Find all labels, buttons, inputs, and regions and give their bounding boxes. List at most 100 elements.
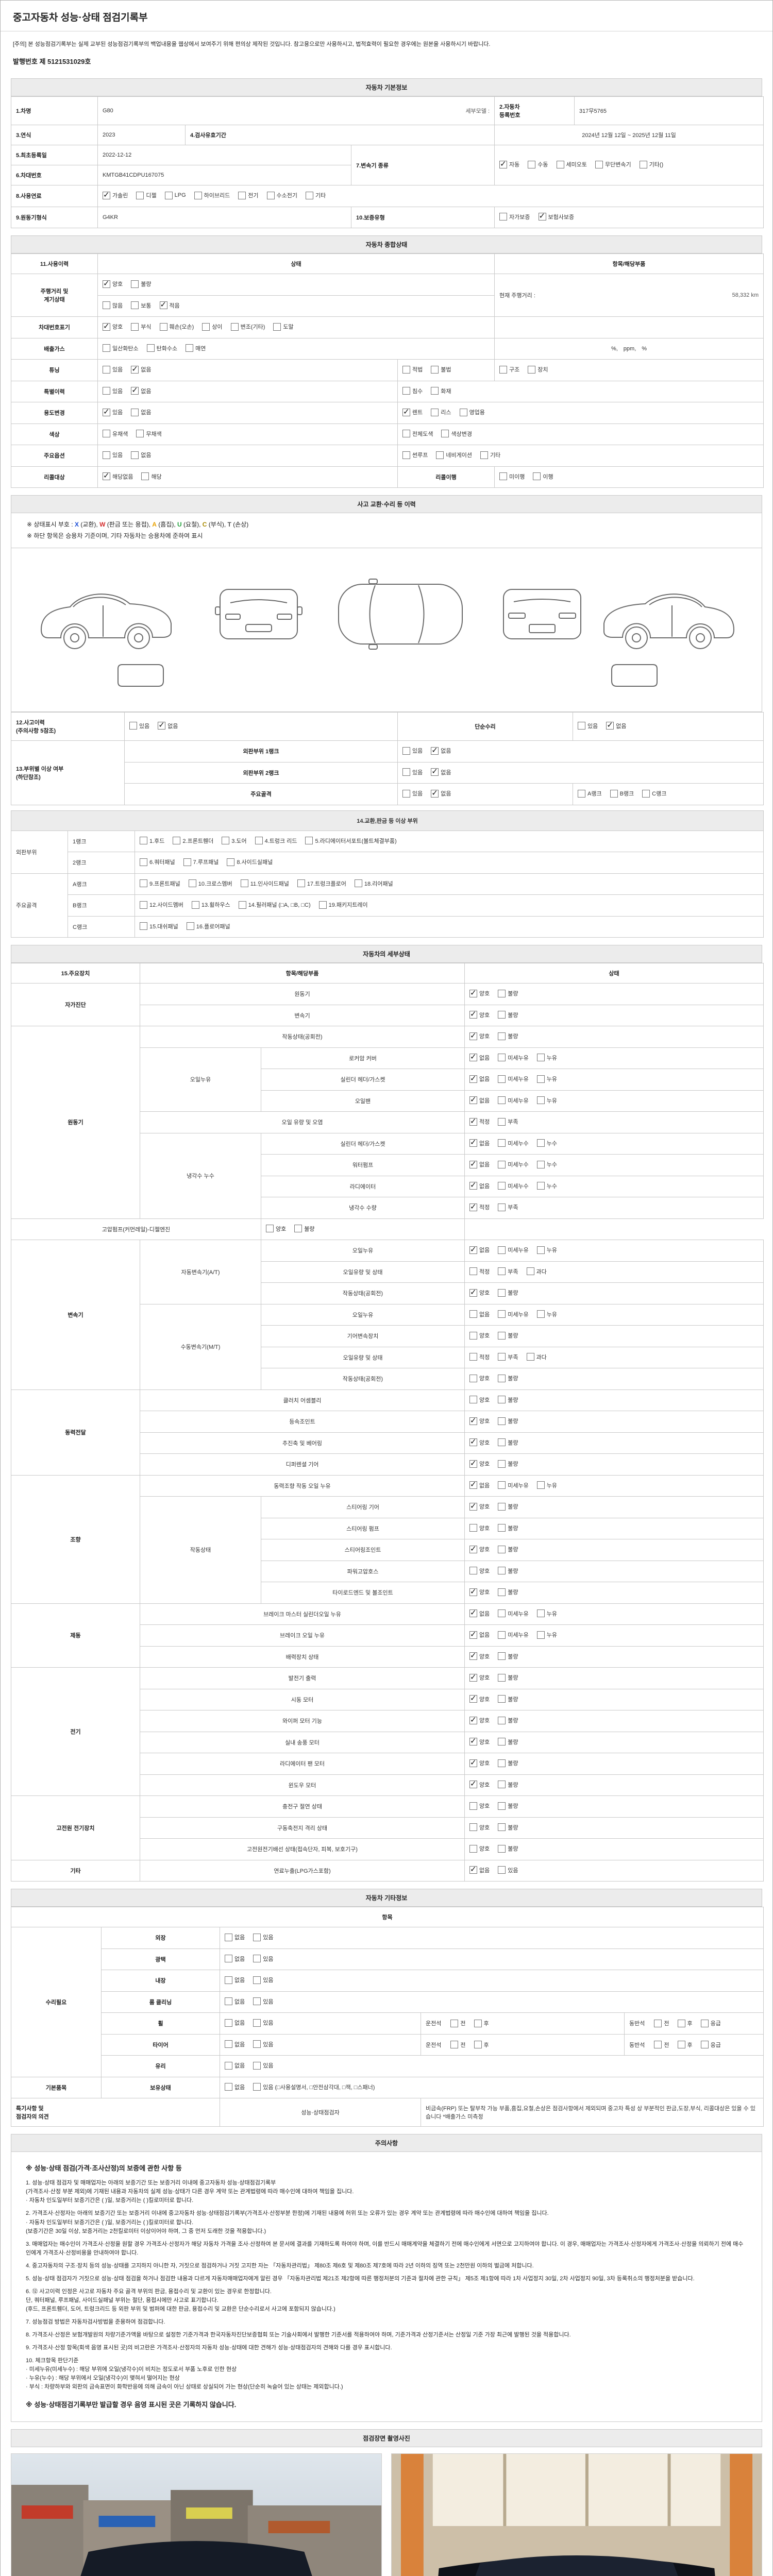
checkbox[interactable] (131, 385, 139, 395)
checkbox[interactable] (402, 365, 410, 374)
checkbox[interactable] (305, 837, 313, 845)
checkbox[interactable] (469, 1608, 477, 1618)
checkbox[interactable] (556, 160, 564, 168)
checkbox[interactable] (103, 365, 110, 374)
checkbox[interactable] (536, 1160, 545, 1168)
checkbox[interactable] (469, 1310, 477, 1318)
checkbox[interactable] (318, 901, 327, 909)
checkbox[interactable] (103, 407, 110, 416)
checkbox[interactable] (469, 1544, 477, 1553)
checkbox[interactable] (536, 1075, 545, 1083)
checkbox[interactable] (654, 2019, 662, 2027)
checkbox[interactable] (499, 365, 508, 374)
checkbox[interactable] (498, 1182, 506, 1190)
checkbox[interactable] (606, 720, 614, 730)
checkbox[interactable] (131, 364, 139, 374)
checkbox[interactable] (431, 788, 439, 798)
checkbox[interactable] (474, 2041, 482, 2049)
checkbox[interactable] (498, 1075, 506, 1083)
checkbox[interactable] (498, 1481, 506, 1489)
checkbox[interactable] (498, 1353, 506, 1361)
checkbox[interactable] (188, 879, 196, 888)
checkbox[interactable] (103, 344, 110, 352)
checkbox[interactable] (469, 1095, 477, 1105)
checkbox[interactable] (469, 1052, 477, 1062)
checkbox[interactable] (305, 191, 313, 199)
checkbox[interactable] (498, 1631, 506, 1639)
checkbox[interactable] (431, 365, 439, 374)
checkbox[interactable] (498, 1331, 506, 1340)
checkbox[interactable] (431, 408, 439, 416)
checkbox[interactable] (450, 2019, 459, 2027)
checkbox[interactable] (103, 279, 110, 288)
checkbox[interactable] (498, 1310, 506, 1318)
checkbox[interactable] (140, 922, 147, 930)
checkbox[interactable] (255, 837, 263, 845)
checkbox[interactable] (436, 451, 444, 459)
checkbox[interactable] (131, 280, 139, 288)
checkbox[interactable] (227, 858, 235, 866)
checkbox[interactable] (498, 989, 506, 997)
checkbox[interactable] (474, 2019, 482, 2027)
checkbox[interactable] (253, 2040, 261, 2048)
checkbox[interactable] (498, 1267, 506, 1276)
checkbox[interactable] (222, 837, 230, 845)
checkbox[interactable] (146, 344, 155, 352)
checkbox[interactable] (498, 1032, 506, 1040)
checkbox[interactable] (159, 323, 167, 331)
checkbox[interactable] (131, 323, 139, 331)
checkbox[interactable] (498, 1011, 506, 1019)
checkbox[interactable] (164, 191, 173, 199)
checkbox[interactable] (498, 1844, 506, 1853)
checkbox[interactable] (536, 1182, 545, 1190)
checkbox[interactable] (230, 323, 239, 331)
checkbox[interactable] (469, 1287, 477, 1297)
checkbox[interactable] (642, 789, 650, 798)
checkbox[interactable] (469, 1567, 477, 1575)
checkbox[interactable] (536, 1139, 545, 1147)
checkbox[interactable] (469, 1459, 477, 1468)
checkbox[interactable] (469, 1758, 477, 1767)
checkbox[interactable] (469, 988, 477, 997)
checkbox[interactable] (536, 1054, 545, 1062)
checkbox[interactable] (469, 1693, 477, 1703)
checkbox[interactable] (498, 1823, 506, 1832)
checkbox[interactable] (225, 2061, 232, 2070)
checkbox[interactable] (469, 1074, 477, 1083)
checkbox[interactable] (700, 2041, 709, 2049)
checkbox[interactable] (526, 1353, 534, 1361)
checkbox[interactable] (140, 858, 147, 866)
checkbox[interactable] (469, 1779, 477, 1789)
checkbox[interactable] (538, 211, 546, 221)
checkbox[interactable] (402, 789, 410, 798)
checkbox[interactable] (431, 745, 439, 755)
checkbox[interactable] (402, 387, 410, 395)
checkbox[interactable] (469, 1823, 477, 1832)
checkbox[interactable] (498, 1545, 506, 1553)
checkbox[interactable] (140, 879, 147, 888)
checkbox[interactable] (103, 387, 110, 395)
checkbox[interactable] (498, 1588, 506, 1596)
checkbox[interactable] (354, 879, 362, 888)
checkbox[interactable] (469, 1245, 477, 1254)
checkbox[interactable] (469, 1501, 477, 1511)
checkbox[interactable] (536, 1096, 545, 1105)
checkbox[interactable] (469, 1651, 477, 1660)
checkbox[interactable] (528, 160, 536, 168)
checkbox[interactable] (103, 301, 110, 309)
checkbox[interactable] (498, 1438, 506, 1447)
checkbox[interactable] (469, 1353, 477, 1361)
checkbox[interactable] (498, 1203, 506, 1211)
checkbox[interactable] (677, 2041, 685, 2049)
checkbox[interactable] (131, 451, 139, 459)
checkbox[interactable] (700, 2019, 709, 2027)
checkbox[interactable] (441, 430, 449, 437)
checkbox[interactable] (498, 1695, 506, 1703)
checkbox[interactable] (469, 1480, 477, 1489)
checkbox[interactable] (498, 1802, 506, 1810)
checkbox[interactable] (498, 1652, 506, 1660)
checkbox[interactable] (498, 1609, 506, 1618)
checkbox[interactable] (469, 1374, 477, 1382)
checkbox[interactable] (158, 720, 166, 730)
checkbox[interactable] (498, 1246, 506, 1254)
